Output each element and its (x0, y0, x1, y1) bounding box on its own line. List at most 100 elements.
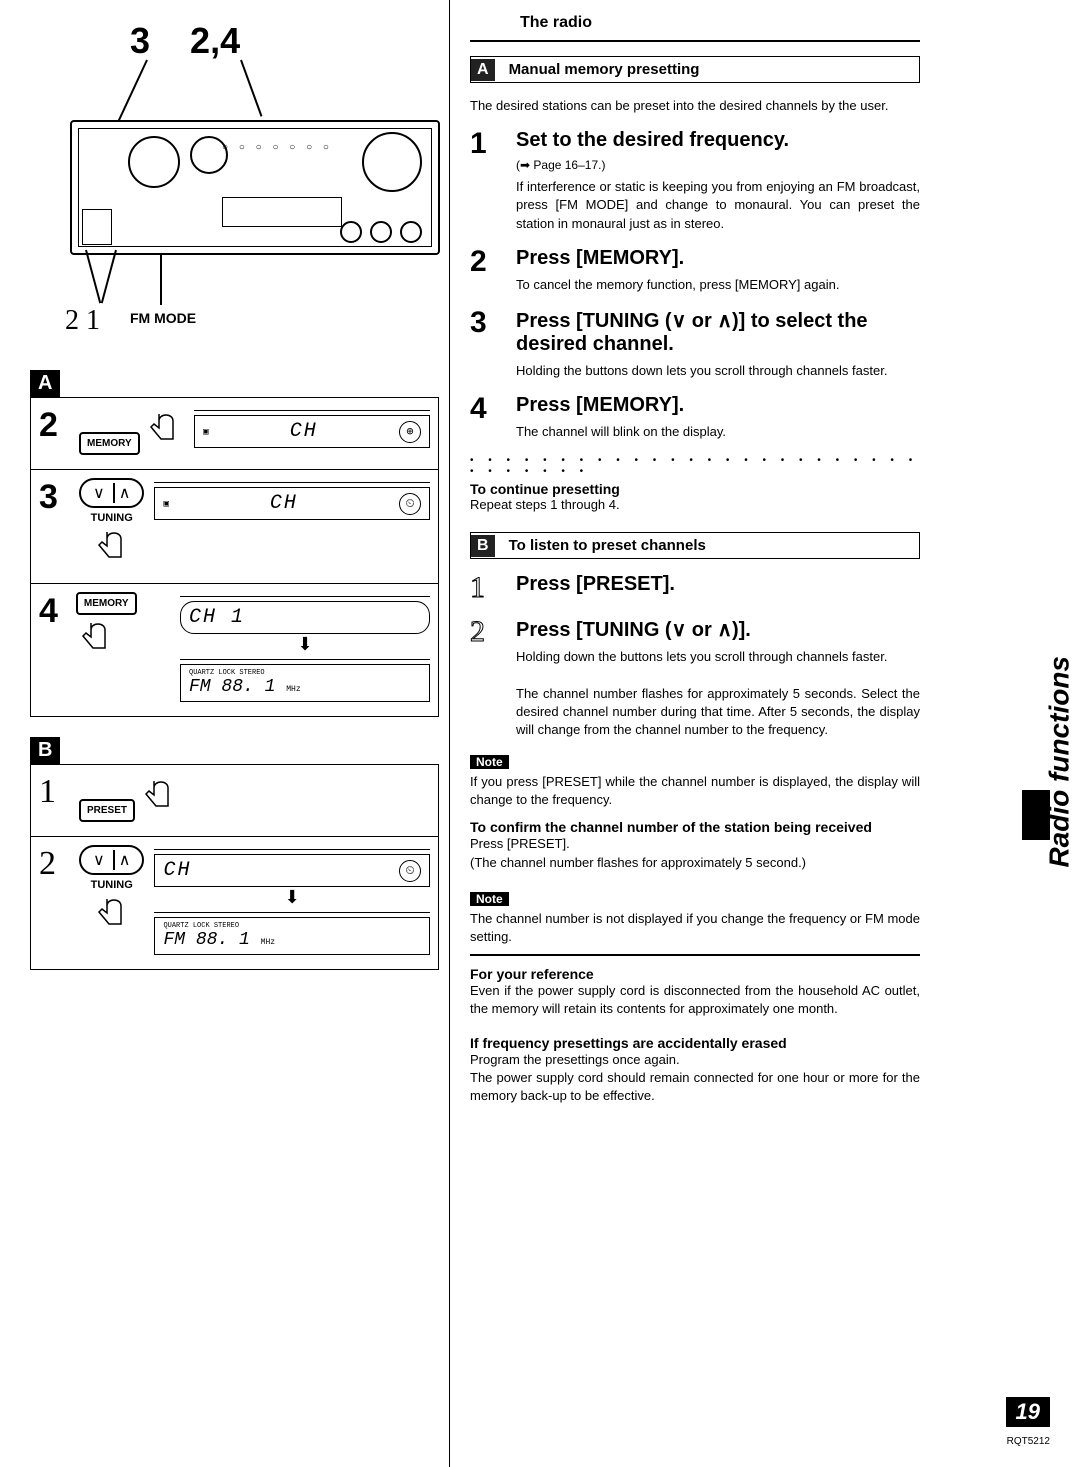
diagram-step-2-num: 2 (39, 406, 69, 445)
hand-icon (76, 615, 116, 655)
note-tag: Note (470, 755, 509, 769)
section-b-header: B To listen to preset channels (470, 532, 920, 559)
hand-icon (92, 524, 132, 564)
lcd-timer-icon: ⏲ (399, 493, 421, 515)
lcd-display-full: QUARTZ LOCK STEREO FM 88. 1 MHz (154, 917, 430, 955)
diagram-step-4-num: 4 (39, 592, 66, 631)
lcd-display-full: QUARTZ LOCK STEREO FM 88. 1 MHz (180, 664, 430, 702)
side-strip: Radio functions 19 RQT5212 (930, 0, 1080, 1467)
section-b-tag: B (471, 535, 495, 557)
step-1-ref: (➡ Page 16–17.) (516, 158, 920, 172)
bottom-callouts: 2 1 (65, 305, 100, 337)
lcd-ch: CH 1 (189, 606, 245, 629)
diagram-step-3-num: 3 (39, 478, 69, 517)
arrow-down-icon: ⬇ (154, 887, 430, 908)
bstep-2: 2 Press [TUNING (∨ or ∧)]. Holding down … (470, 617, 920, 739)
diagram-bstep-2-num: 2 (39, 845, 69, 883)
bstep-2-num: 2 (470, 617, 500, 739)
tuning-label: TUNING (79, 879, 144, 891)
reference-body: Even if the power supply cord is disconn… (470, 982, 920, 1018)
step-2-title: Press [MEMORY]. (516, 247, 920, 270)
horizontal-rule (470, 954, 920, 956)
pointer-line (101, 250, 117, 304)
tuning-rocker[interactable]: ∨ ∧ (79, 478, 144, 508)
step-4: 4 Press [MEMORY]. The channel will blink… (470, 394, 920, 441)
dots-divider: • • • • • • • • • • • • • • • • • • • • … (470, 455, 920, 477)
step-1-title: Set to the desired frequency. (516, 129, 920, 152)
memory-button[interactable]: MEMORY (79, 432, 140, 455)
lcd-unit: MHz (261, 938, 275, 947)
step-2: 2 Press [MEMORY]. To cancel the memory f… (470, 247, 920, 294)
confirm-l1: Press [PRESET]. (470, 835, 920, 853)
step-3-title: Press [TUNING (∨ or ∧)] to select the de… (516, 308, 920, 356)
pointer-line (240, 60, 262, 117)
lcd-timer-icon: ⏲ (399, 860, 421, 882)
lcd-freq: FM 88. 1 (163, 930, 249, 950)
section-a-heading: Manual memory presetting (509, 57, 919, 82)
step-4-title: Press [MEMORY]. (516, 394, 920, 417)
step-1: 1 Set to the desired frequency. (➡ Page … (470, 129, 920, 233)
page-number: 19 (1006, 1397, 1050, 1427)
bstep-2-body2: The channel number flashes for approxima… (516, 685, 920, 740)
step-3: 3 Press [TUNING (∨ or ∧)] to select the … (470, 308, 920, 380)
confirm-l2: (The channel number flashes for approxim… (470, 854, 920, 872)
bstep-2-title: Press [TUNING (∨ or ∧)]. (516, 617, 920, 642)
bstep-1: 1 Press [PRESET]. (470, 573, 920, 603)
lcd-ch: CH (270, 492, 298, 515)
page-title: The radio (470, 10, 920, 42)
receiver-front-panel: ○ ○ ○ ○ ○ ○ ○ (70, 120, 440, 255)
section-a-header: A Manual memory presetting (470, 56, 920, 83)
doc-code: RQT5212 (1007, 1436, 1050, 1447)
side-index-block (1022, 790, 1050, 840)
top-callouts: 3 2,4 (130, 20, 240, 62)
lcd-small-text: QUARTZ LOCK STEREO (163, 922, 421, 930)
lcd-freq: FM 88. 1 (189, 677, 275, 697)
step-3-num: 3 (470, 308, 500, 380)
step-1-num: 1 (470, 129, 500, 233)
lcd-unit: MHz (286, 685, 300, 694)
section-b-label: B (30, 737, 60, 764)
lcd-display: CH 1 (180, 601, 430, 634)
tuning-down[interactable]: ∨ (89, 483, 109, 503)
tuning-up[interactable]: ∧ (113, 850, 135, 870)
right-column: The radio A Manual memory presetting The… (450, 0, 930, 1467)
section-a-tag: A (471, 59, 495, 81)
hand-icon (92, 891, 132, 931)
callout-3: 3 (130, 20, 150, 61)
step-1-body: If interference or static is keeping you… (516, 178, 920, 233)
lcd-display: CH ⏲ (154, 854, 430, 887)
tuning-rocker[interactable]: ∨ ∧ (79, 845, 144, 875)
lcd-memory-icon: ⊕ (399, 421, 421, 443)
callout-24: 2,4 (190, 20, 240, 61)
lcd-display: ▣ CH ⊕ (194, 415, 430, 448)
section-a-label: A (30, 370, 60, 397)
bstep-1-num: 1 (470, 573, 500, 603)
erased-l1: Program the presettings once again. (470, 1051, 920, 1069)
left-column: 3 2,4 ○ ○ ○ ○ ○ ○ ○ (0, 0, 450, 1467)
tuning-up[interactable]: ∧ (113, 483, 135, 503)
reference-heading: For your reference (470, 966, 920, 982)
bstep-2-body1: Holding down the buttons lets you scroll… (516, 648, 920, 666)
pointer-line (85, 250, 101, 304)
receiver-diagram: 3 2,4 ○ ○ ○ ○ ○ ○ ○ (30, 20, 439, 360)
diagram-bstep-1-num: 1 (39, 773, 69, 811)
memory-button[interactable]: MEMORY (76, 592, 137, 615)
lcd-ch: CH (163, 859, 191, 882)
continue-text: Repeat steps 1 through 4. (470, 497, 920, 512)
lcd-display: ▣ CH ⏲ (154, 487, 430, 520)
hand-icon (144, 406, 184, 446)
confirm-heading: To confirm the channel number of the sta… (470, 819, 920, 835)
preset-button[interactable]: PRESET (79, 799, 135, 822)
arrow-down-icon: ⬇ (180, 634, 430, 655)
step-4-num: 4 (470, 394, 500, 441)
fm-mode-label: FM MODE (130, 310, 196, 326)
erased-l2: The power supply cord should remain conn… (470, 1069, 920, 1105)
note1-body: If you press [PRESET] while the channel … (470, 773, 920, 809)
continue-heading: To continue presetting (470, 481, 920, 497)
note-tag: Note (470, 892, 509, 906)
pointer-line (160, 255, 162, 305)
tuning-down[interactable]: ∨ (89, 850, 109, 870)
step-4-body: The channel will blink on the display. (516, 423, 920, 441)
note2-body: The channel number is not displayed if y… (470, 910, 920, 946)
lcd-small-text: QUARTZ LOCK STEREO (189, 669, 421, 677)
